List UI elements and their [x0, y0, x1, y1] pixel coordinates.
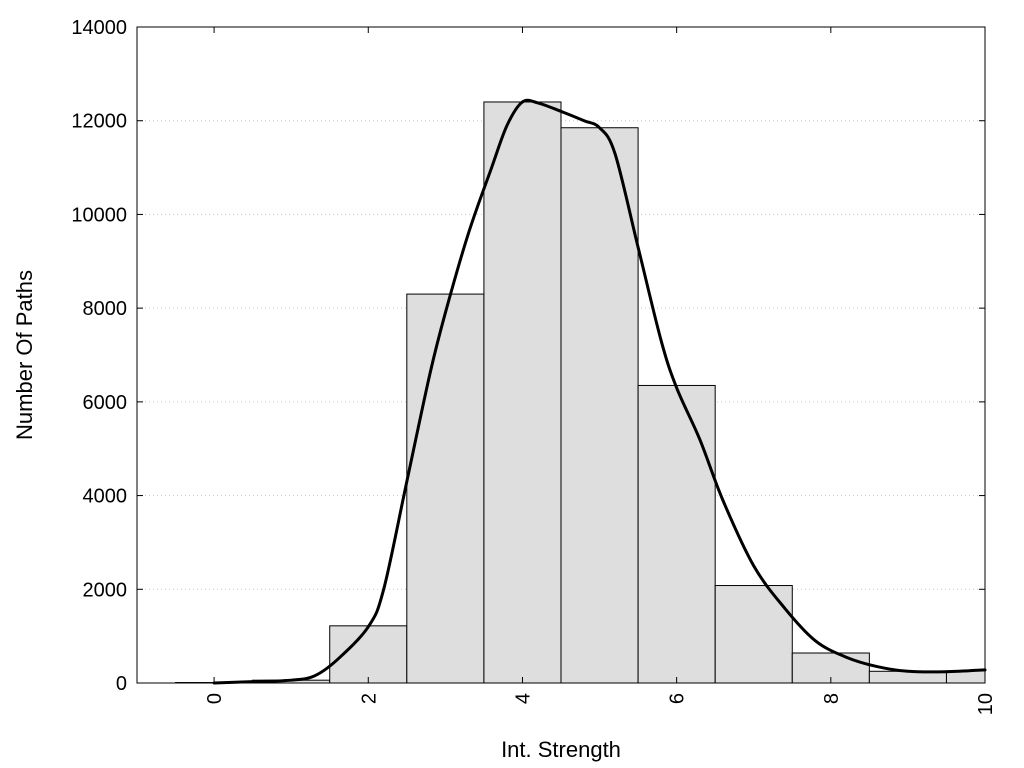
x-tick-label: 4 — [512, 693, 534, 704]
y-tick-label: 8000 — [83, 298, 128, 320]
y-tick-label: 10000 — [71, 204, 127, 226]
y-tick-label: 2000 — [83, 579, 128, 601]
histogram-bar — [714, 585, 793, 684]
y-tick-label: 12000 — [71, 111, 127, 133]
x-tick-label: 6 — [667, 693, 689, 704]
x-tick-label: 0 — [204, 693, 226, 704]
x-tick-label: 2 — [358, 693, 380, 704]
x-axis-ticks: 0 2 4 6 8 10 — [204, 27, 997, 715]
y-tick-label: 14000 — [71, 17, 127, 39]
y-tick-label: 0 — [116, 673, 127, 695]
y-tick-label: 4000 — [83, 486, 128, 508]
y-axis-title: Number Of Paths — [12, 270, 37, 440]
histogram-bar — [637, 384, 716, 684]
histogram-bar — [483, 101, 562, 684]
plot-frame — [136, 26, 986, 684]
y-tick-label: 6000 — [83, 392, 128, 414]
y-axis-ticks: 0 2000 4000 6000 8000 10000 12000 14000 — [71, 17, 985, 695]
density-curve — [212, 98, 987, 685]
x-tick-label: 8 — [821, 693, 843, 704]
x-axis-title: Int. Strength — [501, 737, 621, 762]
histogram-bar — [560, 127, 639, 684]
histogram-bar — [406, 293, 485, 684]
histogram-bars — [175, 101, 986, 684]
x-tick-label: 10 — [975, 693, 997, 715]
